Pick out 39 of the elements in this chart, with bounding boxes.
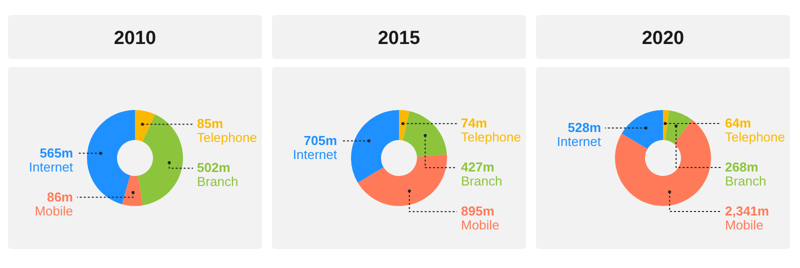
data-label: 64m: [725, 116, 752, 131]
donut-slice: [399, 110, 410, 140]
donut-slice: [351, 110, 399, 183]
donut-slice: [615, 120, 711, 206]
data-label: 74m: [461, 116, 488, 131]
data-label: 895m: [461, 204, 494, 219]
chart-title: 2010: [114, 28, 156, 49]
data-label: 565m: [40, 145, 73, 160]
data-label: 528m: [568, 120, 601, 135]
slice-label: Internet: [292, 146, 338, 162]
donut-slice: [87, 110, 135, 204]
donut-slice: [665, 110, 692, 144]
data-label: 85m: [197, 116, 224, 132]
data-label: 427m: [461, 160, 494, 175]
slice-label: Telephone: [197, 130, 257, 146]
chart-title: 2015: [378, 28, 421, 49]
donut-slice: [622, 110, 663, 149]
slice-label: Mobile: [461, 218, 500, 233]
donut-slice: [402, 111, 447, 157]
data-label: 268m: [725, 160, 758, 175]
slice-label: Branch: [197, 174, 238, 190]
donut-slice: [135, 110, 156, 142]
data-label: 705m: [304, 132, 337, 148]
data-label: 2,341m: [725, 204, 770, 219]
donut-slice: [663, 110, 670, 140]
data-label: 86m: [46, 189, 73, 204]
slice-label: Mobile: [34, 203, 73, 218]
donut-slice: [122, 175, 143, 206]
slice-label: Telephone: [461, 130, 521, 145]
slice-label: Branch: [461, 174, 502, 189]
slice-label: Internet: [28, 159, 74, 174]
donut-slice: [358, 154, 447, 206]
slice-label: Mobile: [725, 218, 764, 233]
data-label: 502m: [197, 160, 230, 176]
chart-title: 2020: [642, 28, 684, 49]
slice-label: Internet: [556, 134, 602, 149]
slice-label: Branch: [725, 174, 766, 189]
slice-label: Telephone: [725, 130, 785, 145]
donut-slice: [138, 114, 183, 206]
